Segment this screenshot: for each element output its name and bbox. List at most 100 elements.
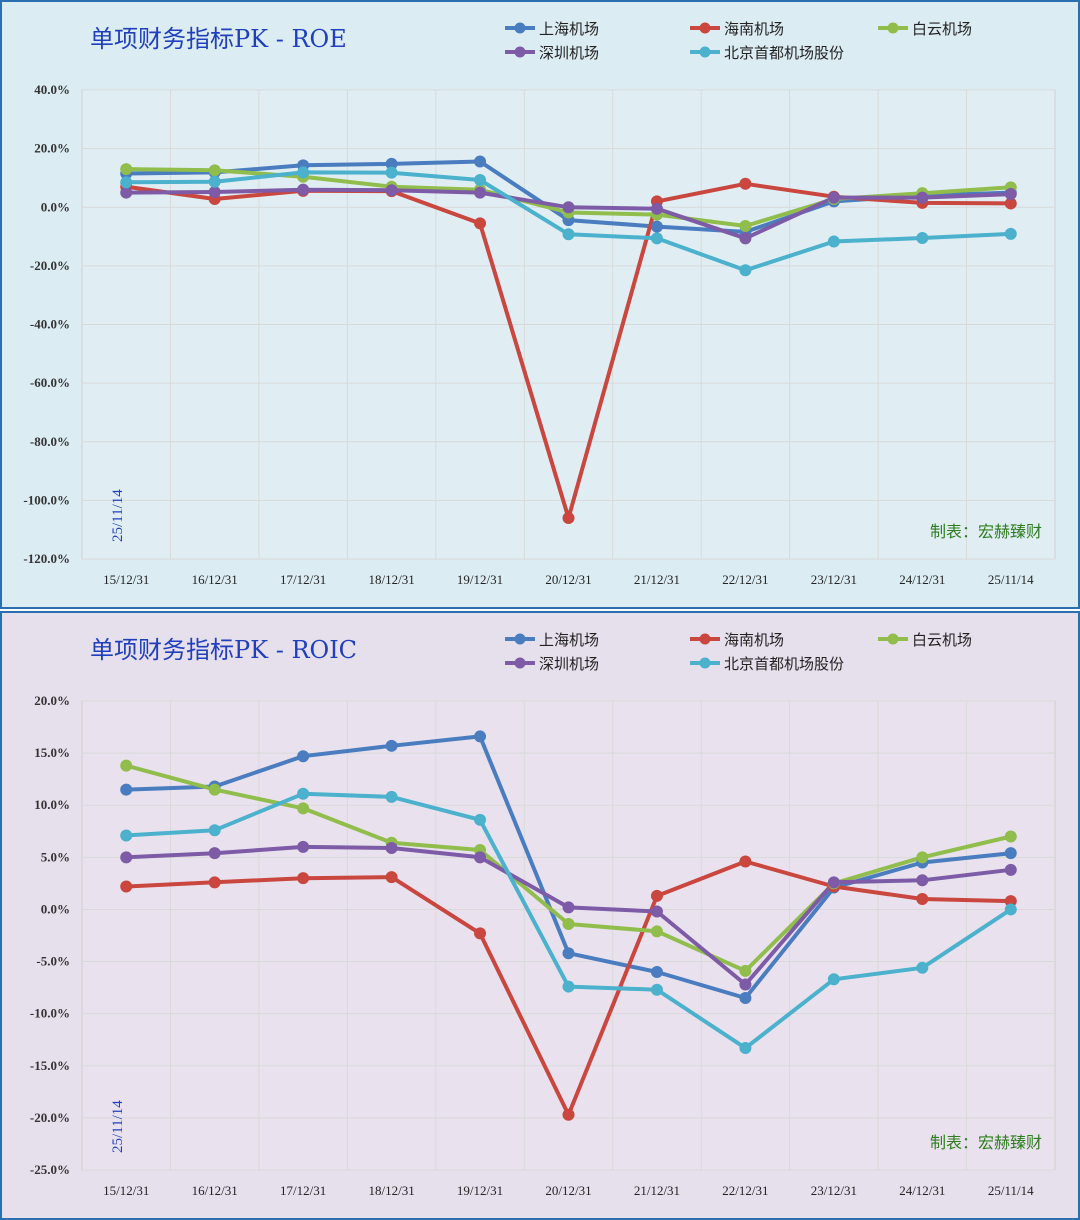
roe-x-tick-label: 25/11/14 (988, 572, 1034, 587)
roic-data-point (297, 840, 310, 853)
roic-data-point (739, 992, 752, 1005)
roe-data-point (120, 163, 133, 176)
roic-data-point (916, 961, 929, 974)
roic-data-point (562, 980, 575, 993)
roe-chart: 40.0% 20.0% 0.0% -20.0% -40.0% -60.0% -80.0% -1… (23, 20, 1056, 587)
roic-y-tick-label: 15.0% (34, 745, 70, 760)
roe-data-point (739, 220, 752, 233)
roic-data-point (297, 750, 310, 763)
roic-data-point (827, 973, 840, 986)
roe-y-tick-label: -120.0% (23, 551, 70, 566)
roe-legend-marker (699, 46, 711, 58)
roe-data-point (474, 186, 487, 199)
roe-legend-label: 白云机场 (912, 20, 972, 38)
roe-legend-marker (699, 22, 711, 34)
roe-data-point (650, 202, 663, 215)
roic-data-point (650, 925, 663, 938)
roe-x-tick-label: 19/12/31 (457, 572, 503, 587)
roic-data-point (562, 918, 575, 931)
roe-y-tick-label: -20.0% (30, 258, 70, 273)
roic-data-point (562, 1108, 575, 1121)
roe-data-point (474, 217, 487, 230)
roe-data-point (739, 264, 752, 277)
roic-legend-marker (887, 633, 899, 645)
roic-data-point (739, 964, 752, 977)
roe-y-tick-label: -80.0% (30, 434, 70, 449)
roe-y-tick-label: -60.0% (30, 375, 70, 390)
roic-x-tick-label: 17/12/31 (280, 1183, 326, 1198)
roe-data-point (916, 191, 929, 204)
roic-data-point (208, 847, 221, 860)
roe-data-point (385, 184, 398, 197)
roic-chart: 20.0% 15.0% 10.0% 5.0% 0.0% -5.0% -10.0% -15.0%… (30, 631, 1056, 1198)
roe-credit-label: 制表：宏赫臻财 (930, 522, 1042, 541)
roic-y-tick-label: -10.0% (30, 1006, 70, 1021)
roe-x-tick-label: 23/12/31 (811, 572, 857, 587)
roe-data-point (916, 232, 929, 245)
roic-data-point (474, 927, 487, 940)
roic-x-tick-label: 24/12/31 (899, 1183, 945, 1198)
roic-data-point (208, 783, 221, 796)
roe-data-point (650, 232, 663, 245)
roic-data-point (120, 851, 133, 864)
roic-y-tick-label: -5.0% (36, 954, 70, 969)
roic-data-point (385, 790, 398, 803)
roe-legend-marker (887, 22, 899, 34)
roe-data-point (1004, 227, 1017, 240)
roic-data-point (385, 739, 398, 752)
roic-data-point (385, 841, 398, 854)
roe-y-tick-label: 40.0% (34, 82, 70, 97)
roic-data-point (650, 889, 663, 902)
roic-y-tick-label: 20.0% (34, 693, 70, 708)
roe-legend-label: 海南机场 (724, 20, 784, 38)
roe-data-point (208, 186, 221, 199)
roic-data-point (650, 905, 663, 918)
roic-date-label: 25/11/14 (110, 1100, 126, 1153)
roic-data-point (739, 855, 752, 868)
roic-chart-title: 单项财务指标PK - ROIC (90, 636, 357, 664)
roic-x-tick-label: 19/12/31 (457, 1183, 503, 1198)
roic-plot-area (81, 700, 1056, 1171)
roic-data-point (916, 851, 929, 864)
roe-legend-label: 深圳机场 (539, 44, 599, 62)
roe-legend-marker (514, 22, 526, 34)
roe-data-point (474, 173, 487, 186)
roe-date-label: 25/11/14 (110, 489, 126, 542)
roic-data-point (297, 787, 310, 800)
roe-data-point (474, 155, 487, 168)
roe-data-point (208, 164, 221, 177)
roic-legend-label: 北京首都机场股份 (724, 655, 844, 673)
roe-x-tick-label: 24/12/31 (899, 572, 945, 587)
roe-y-tick-label: -40.0% (30, 317, 70, 332)
roe-y-tick-label: 20.0% (34, 141, 70, 156)
roic-data-point (650, 965, 663, 978)
roic-data-point (1004, 903, 1017, 916)
roe-x-tick-label: 18/12/31 (368, 572, 414, 587)
roe-x-tick-label: 16/12/31 (192, 572, 238, 587)
roic-data-point (739, 978, 752, 991)
roic-x-tick-label: 21/12/31 (634, 1183, 680, 1198)
roic-data-point (385, 871, 398, 884)
roic-data-point (120, 829, 133, 842)
roe-legend-label: 上海机场 (539, 20, 599, 38)
roic-data-point (297, 802, 310, 815)
roic-data-point (120, 783, 133, 796)
roe-data-point (1004, 188, 1017, 201)
roic-y-tick-label: 10.0% (34, 797, 70, 812)
roe-x-tick-label: 17/12/31 (280, 572, 326, 587)
roic-data-point (120, 880, 133, 893)
roe-data-point (827, 191, 840, 204)
roic-data-point (474, 813, 487, 826)
roic-data-point (297, 872, 310, 885)
roic-y-tick-label: -25.0% (30, 1162, 70, 1177)
roic-data-point (562, 947, 575, 960)
roic-data-point (916, 893, 929, 906)
roic-legend-marker (514, 657, 526, 669)
roic-data-point (474, 730, 487, 743)
roic-x-tick-label: 16/12/31 (192, 1183, 238, 1198)
roe-data-point (562, 201, 575, 214)
roe-legend-label: 北京首都机场股份 (724, 44, 844, 62)
roic-legend-marker (514, 633, 526, 645)
roic-legend-label: 上海机场 (539, 631, 599, 649)
roe-chart-title: 单项财务指标PK - ROE (90, 25, 347, 53)
